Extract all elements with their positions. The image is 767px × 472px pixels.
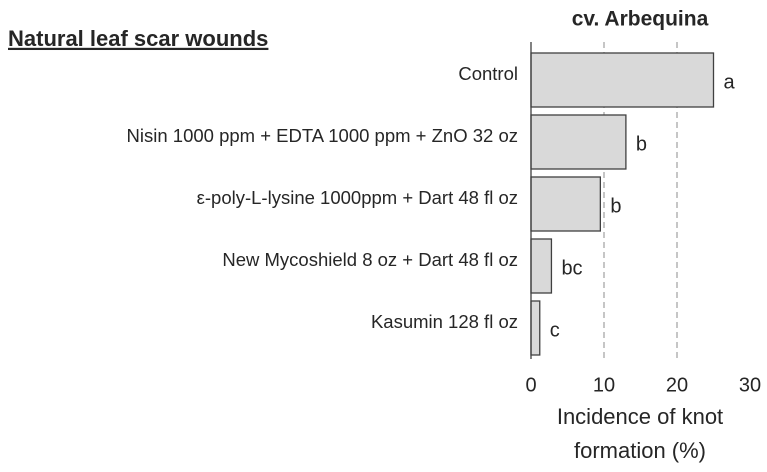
bar (530, 238, 553, 294)
y-tick-label: Kasumin 128 fl oz (371, 311, 518, 332)
x-tick-label: 30 (739, 374, 761, 396)
x-tick-label: 0 (525, 374, 536, 396)
significance-letter: bc (561, 257, 582, 279)
significance-letter: b (610, 195, 621, 217)
bar (530, 52, 715, 108)
chart-title: cv. Arbequina (572, 8, 709, 31)
chart-subtitle: Natural leaf scar wounds (8, 26, 268, 51)
y-tick-label: Nisin 1000 ppm + EDTA 1000 ppm + ZnO 32 … (127, 125, 518, 146)
significance-letter: c (550, 319, 560, 341)
x-axis-label-box: Incidence of knot formation (%) (556, 404, 724, 463)
x-axis-label: Incidence of knot formation (%) (556, 404, 724, 463)
y-tick-label: ε-poly-L-lysine 1000ppm + Dart 48 fl oz (197, 187, 518, 208)
x-tick-label: 20 (666, 374, 688, 396)
y-tick-label: Control (458, 63, 518, 84)
bar (530, 176, 601, 232)
bar (530, 300, 541, 356)
bar (530, 114, 627, 170)
significance-letter: a (724, 71, 736, 93)
x-tick-label: 10 (593, 374, 615, 396)
y-tick-label: New Mycoshield 8 oz + Dart 48 fl oz (222, 249, 518, 270)
significance-letter: b (636, 133, 647, 155)
